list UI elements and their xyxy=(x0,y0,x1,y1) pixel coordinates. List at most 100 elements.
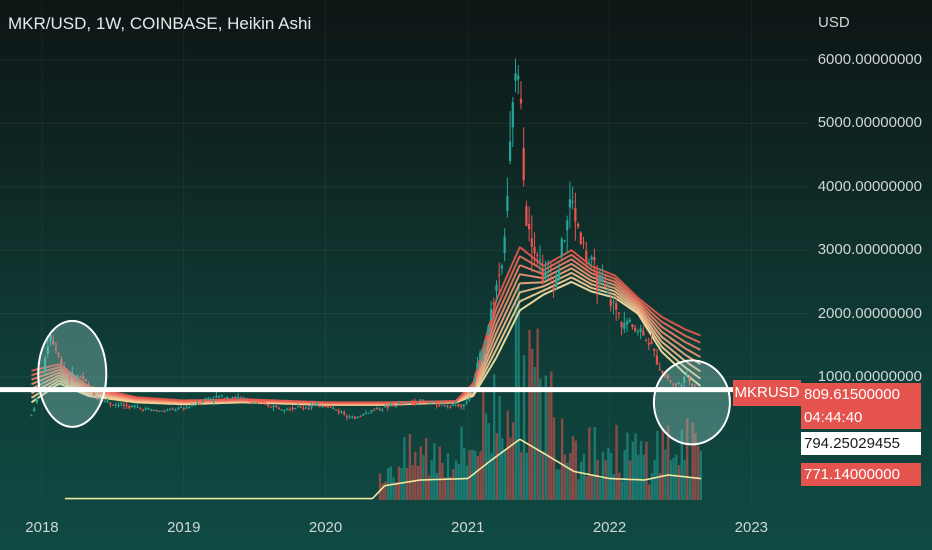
last-price-tag: 809.61500000 xyxy=(801,383,921,406)
volume-bar xyxy=(634,433,637,500)
candle-body xyxy=(549,278,552,280)
candle-body xyxy=(71,372,74,375)
volume-bar xyxy=(626,432,629,500)
volume-bar xyxy=(664,449,667,500)
candle-body xyxy=(160,410,164,412)
price-tick-label: 5000.00000000 xyxy=(817,114,922,132)
volume-bar xyxy=(539,378,542,500)
volume-bar xyxy=(544,375,548,500)
candle-body xyxy=(234,397,237,399)
volume-bar xyxy=(441,462,444,500)
candle-body xyxy=(92,392,96,396)
candle-body xyxy=(563,240,566,242)
volume-bar xyxy=(661,427,664,500)
candle-body xyxy=(680,384,683,386)
candle-body xyxy=(538,259,542,261)
candle-body xyxy=(574,208,577,222)
highlight-circles xyxy=(37,319,731,446)
candle-body xyxy=(557,270,561,279)
volume-bar xyxy=(656,431,659,500)
candle-body xyxy=(294,408,297,410)
candle-body xyxy=(522,148,525,181)
candle-body xyxy=(237,396,240,398)
volume-bar xyxy=(620,480,624,500)
volume-bar xyxy=(628,460,632,500)
candle-body xyxy=(506,196,509,211)
candle-body xyxy=(465,401,468,404)
candle-body xyxy=(41,382,44,386)
highlight-circle xyxy=(652,359,731,446)
volume-bar xyxy=(601,451,605,500)
volume-bar xyxy=(680,429,683,500)
candle-body xyxy=(353,416,357,419)
volume-bar xyxy=(463,447,466,500)
candle-body xyxy=(438,405,441,407)
candle-body xyxy=(239,397,242,399)
volume-bar xyxy=(650,473,654,500)
candle-body xyxy=(672,383,675,385)
volume-bar xyxy=(422,454,425,500)
candle-body xyxy=(688,377,691,382)
candle-body xyxy=(261,401,264,403)
candle-body xyxy=(373,409,376,411)
volume-bar xyxy=(675,454,678,500)
candle-body xyxy=(533,246,536,254)
volume-bar xyxy=(691,422,694,500)
candle-body xyxy=(84,379,87,382)
candle-body xyxy=(204,398,207,400)
candle-body xyxy=(446,405,449,407)
candle-body xyxy=(348,417,351,419)
candle-body xyxy=(544,271,547,279)
candle-body xyxy=(590,256,593,260)
candle-body xyxy=(258,401,261,403)
candle-body xyxy=(285,409,289,411)
candle-body xyxy=(359,416,362,418)
time-tick-label: 2019 xyxy=(167,519,201,536)
price-tick-label: 4000.00000000 xyxy=(817,177,922,195)
candle-body xyxy=(46,346,49,354)
volume-bar xyxy=(460,426,463,500)
volume-bar xyxy=(585,476,588,500)
volume-bar xyxy=(582,453,586,500)
candle-body xyxy=(299,406,302,408)
candle-body xyxy=(49,335,52,342)
candle-body xyxy=(476,363,479,370)
volume-bar xyxy=(566,462,569,500)
candle-body xyxy=(120,403,123,405)
candle-body xyxy=(525,206,528,226)
candle-body xyxy=(378,408,381,410)
volume-bar xyxy=(454,460,458,500)
candle-body xyxy=(481,353,484,356)
volume-bar xyxy=(514,302,518,500)
candle-body xyxy=(615,302,618,310)
candle-body xyxy=(492,302,495,305)
volume-bar xyxy=(547,392,550,500)
candle-body xyxy=(109,402,112,405)
volume-bar xyxy=(517,284,520,500)
candle-body xyxy=(98,399,101,401)
candle-body xyxy=(460,405,463,407)
candle-body xyxy=(658,368,661,371)
candle-body xyxy=(362,413,365,416)
candle-body xyxy=(117,404,120,406)
volume-bar xyxy=(416,465,420,500)
candle-body xyxy=(313,404,316,406)
candle-body xyxy=(631,324,634,328)
candle-body xyxy=(653,348,656,352)
volume-bar xyxy=(672,457,675,500)
candle-body xyxy=(218,396,221,398)
candle-body xyxy=(560,238,563,257)
candle-body xyxy=(291,408,294,410)
candle-body xyxy=(345,416,349,418)
candle-body xyxy=(177,408,180,410)
candle-body xyxy=(405,402,408,404)
candle-body xyxy=(163,411,166,413)
candle-body xyxy=(582,242,585,244)
volume-bar xyxy=(503,450,507,500)
volume-bar xyxy=(669,460,673,500)
volume-bar xyxy=(555,469,558,500)
candle-body xyxy=(454,402,457,405)
line-price-tag: 794.25029455 xyxy=(801,432,921,455)
candle-body xyxy=(185,407,188,409)
